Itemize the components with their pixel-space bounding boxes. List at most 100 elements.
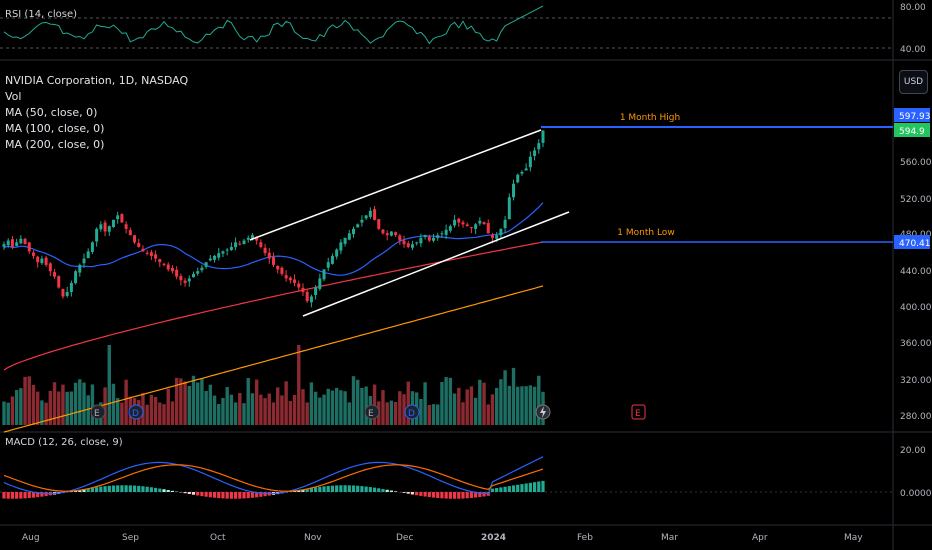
volume-bar — [65, 391, 69, 425]
volume-bar — [225, 387, 229, 425]
volume-bar — [334, 387, 339, 425]
candle-body — [516, 174, 520, 183]
candle-body — [145, 252, 149, 254]
candle-body — [120, 214, 124, 223]
ma50-legend[interactable]: MA (50, close, 0) — [5, 106, 98, 119]
time-axis[interactable]: Aug Sep Oct Nov Dec 2024 Feb Mar Apr May — [22, 533, 863, 543]
ma200-legend[interactable]: MA (200, close, 0) — [5, 138, 105, 151]
time-tick: Oct — [210, 533, 226, 543]
volume-bar — [170, 401, 175, 425]
earnings-marker-future[interactable]: E — [631, 404, 646, 420]
macd-histogram-bar — [444, 492, 448, 499]
candle-body — [339, 242, 343, 251]
macd-histogram-bar — [183, 492, 187, 494]
candle-body — [74, 271, 78, 284]
price-pane[interactable]: 1 Month High 1 Month Low 560.00 520.00 4… — [2, 108, 932, 433]
macd-histogram-bar — [69, 491, 73, 492]
volume-bar — [339, 390, 343, 425]
rsi-label: RSI (14, close) — [5, 9, 77, 20]
vol-legend[interactable]: Vol — [5, 90, 22, 103]
volume-bar — [292, 394, 297, 425]
macd-histogram-bar — [23, 492, 27, 499]
channel-upper-line[interactable] — [249, 129, 542, 241]
chart-legend: NVIDIA Corporation, 1D, NASDAQ Vol MA (5… — [5, 73, 188, 153]
candle-body — [343, 237, 347, 244]
macd-histogram-bar — [474, 492, 478, 498]
candle-body — [179, 275, 183, 281]
volume-bar — [10, 396, 15, 425]
macd-histogram-bar — [356, 485, 360, 492]
candle-body — [293, 279, 297, 283]
candle-body — [23, 238, 27, 245]
volume-bar — [309, 382, 314, 425]
macd-histogram-bar — [507, 486, 511, 492]
macd-histogram-bar — [532, 482, 537, 492]
macd-histogram-bar — [351, 485, 356, 492]
candle-body — [377, 219, 381, 229]
candle-body — [19, 238, 23, 244]
candle-body — [398, 235, 402, 241]
macd-histogram-bar — [95, 487, 99, 492]
candle-body — [141, 248, 145, 252]
dividend-marker[interactable]: D — [128, 404, 144, 420]
earnings-marker[interactable]: E — [364, 404, 380, 420]
volume-bar — [111, 383, 116, 425]
lightning-icon[interactable] — [535, 404, 551, 420]
macd-histogram-bar — [141, 486, 145, 492]
candle-body — [364, 215, 368, 219]
ma100-legend[interactable]: MA (100, close, 0) — [5, 122, 105, 135]
currency-button[interactable]: USD — [899, 70, 928, 94]
earnings-marker[interactable]: E — [90, 404, 106, 420]
macd-histogram-bar — [132, 485, 137, 492]
candle-body — [259, 242, 263, 247]
macd-histogram-bar — [116, 485, 120, 492]
volume-bar — [153, 396, 158, 425]
channel-lower-line[interactable] — [302, 211, 570, 317]
volume-bar — [494, 387, 499, 425]
volume-bar — [393, 401, 398, 425]
time-tick: Aug — [22, 533, 40, 543]
candle-body — [31, 252, 35, 256]
macd-histogram-bar — [431, 492, 436, 498]
candle-body — [204, 262, 208, 267]
volume-bar — [73, 382, 78, 425]
volume-bar — [14, 390, 19, 425]
volume-bar — [40, 400, 44, 425]
volume-bar — [478, 379, 482, 425]
volume-bar — [301, 389, 305, 425]
earnings-marker-text: E — [635, 409, 641, 419]
volume-bar — [465, 389, 469, 425]
macd-histogram-bar — [448, 492, 452, 499]
dividend-marker[interactable]: D — [404, 404, 420, 420]
macd-histogram-bar — [335, 485, 339, 492]
macd-histogram-bar — [78, 489, 82, 492]
macd-histogram-bar — [318, 486, 322, 492]
volume-bar — [145, 404, 149, 425]
symbol-title[interactable]: NVIDIA Corporation, 1D, NASDAQ — [5, 74, 189, 87]
volume-bar — [221, 398, 225, 425]
macd-histogram-bar — [204, 492, 208, 497]
candle-body — [263, 247, 267, 254]
candle-body — [503, 219, 507, 229]
candle-body — [61, 288, 65, 297]
volume-bar — [82, 382, 86, 425]
candle-body — [170, 267, 174, 272]
macd-histogram-bar — [511, 485, 516, 492]
dividend-marker-text: D — [132, 409, 139, 419]
macd-histogram-bar — [145, 486, 149, 492]
candle-body — [478, 220, 482, 224]
candle-body — [280, 267, 284, 274]
volume-bar — [431, 404, 436, 425]
candle-body — [322, 269, 326, 280]
volume-bar — [448, 377, 453, 425]
volume-bar — [507, 385, 512, 425]
macd-histogram-bar — [234, 492, 238, 499]
month-high-label: 1 Month High — [620, 113, 680, 123]
volume-bar — [166, 388, 170, 425]
candle-body — [524, 168, 528, 171]
candle-body — [512, 183, 516, 198]
volume-bar — [499, 379, 503, 425]
macd-histogram-bar — [221, 492, 225, 499]
candle-body — [461, 222, 465, 225]
